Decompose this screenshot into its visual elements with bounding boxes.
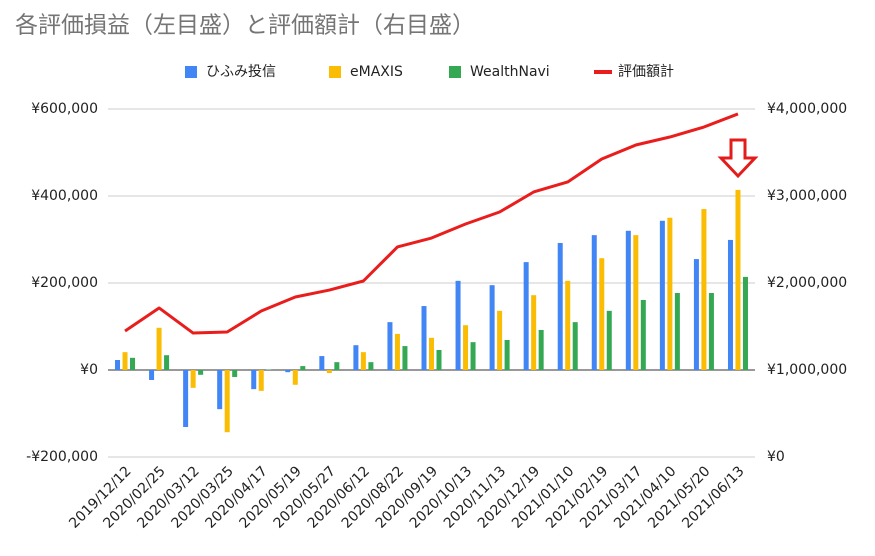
bar — [735, 189, 741, 370]
bar — [531, 295, 537, 370]
bar — [183, 370, 189, 427]
y2-tick-label: ¥0 — [767, 449, 785, 465]
y-tick-label: ¥400,000 — [31, 188, 98, 204]
bar — [326, 370, 332, 374]
bar — [727, 239, 733, 370]
legend-swatch — [449, 66, 461, 78]
bar — [164, 355, 170, 370]
bar — [708, 293, 714, 370]
bar — [606, 310, 612, 370]
bar — [489, 285, 495, 370]
bar — [224, 370, 230, 433]
y-tick-label: ¥0 — [80, 362, 98, 378]
bar — [625, 230, 631, 370]
bar — [115, 359, 121, 370]
chart-title: 各評価損益（左目盛）と評価額計（右目盛） — [15, 13, 475, 39]
bar — [292, 370, 298, 385]
y2-tick-label: ¥4,000,000 — [767, 101, 847, 117]
bar — [394, 333, 400, 370]
bar — [429, 337, 434, 370]
bar — [693, 259, 699, 370]
legend-label: ひふみ投信 — [206, 64, 276, 80]
legend-swatch — [594, 70, 612, 74]
line — [124, 112, 739, 335]
bar — [387, 322, 393, 370]
bar — [659, 220, 665, 370]
bar — [217, 370, 223, 410]
bar — [742, 276, 748, 370]
bar — [565, 280, 571, 370]
bar — [572, 322, 578, 370]
bar — [470, 342, 476, 370]
bar — [198, 370, 204, 375]
arrow — [717, 138, 759, 179]
bar — [334, 362, 340, 370]
y-tick-label: ¥200,000 — [31, 275, 98, 291]
legend-swatch — [329, 66, 341, 78]
legend-swatch — [185, 66, 197, 78]
bar — [232, 370, 238, 377]
legend-label: 評価額計 — [618, 64, 674, 80]
y-tick-label: -¥200,000 — [26, 449, 98, 465]
bar — [258, 370, 264, 391]
bar — [251, 370, 257, 390]
bar — [319, 356, 325, 370]
bar — [149, 370, 155, 381]
y2-tick-label: ¥3,000,000 — [767, 188, 847, 204]
bar — [285, 370, 291, 373]
bar — [402, 346, 408, 370]
bar — [701, 209, 707, 370]
bar — [156, 327, 162, 370]
bar — [674, 293, 680, 370]
bar — [557, 242, 563, 370]
bar — [300, 366, 306, 370]
bar — [463, 325, 469, 370]
legend-label: eMAXIS — [350, 64, 403, 80]
y2-tick-label: ¥1,000,000 — [767, 362, 847, 378]
bar — [368, 362, 374, 370]
legend-label: WealthNavi — [470, 64, 550, 80]
y2-tick-label: ¥2,000,000 — [767, 275, 847, 291]
bar — [455, 280, 461, 370]
bar — [633, 235, 639, 370]
annotation-arrow — [717, 138, 759, 179]
bar — [667, 217, 673, 370]
bar — [360, 352, 366, 370]
bar — [591, 235, 597, 370]
bar — [599, 258, 605, 370]
y-tick-label: ¥600,000 — [31, 101, 98, 117]
bar — [190, 370, 196, 388]
bar — [436, 349, 442, 370]
bar — [353, 345, 359, 370]
bar — [538, 329, 544, 370]
bar — [497, 310, 503, 370]
bar — [122, 352, 128, 370]
bar — [421, 306, 427, 370]
bar — [640, 299, 646, 370]
bar — [504, 339, 510, 370]
bar — [523, 262, 529, 370]
bar — [130, 357, 136, 370]
